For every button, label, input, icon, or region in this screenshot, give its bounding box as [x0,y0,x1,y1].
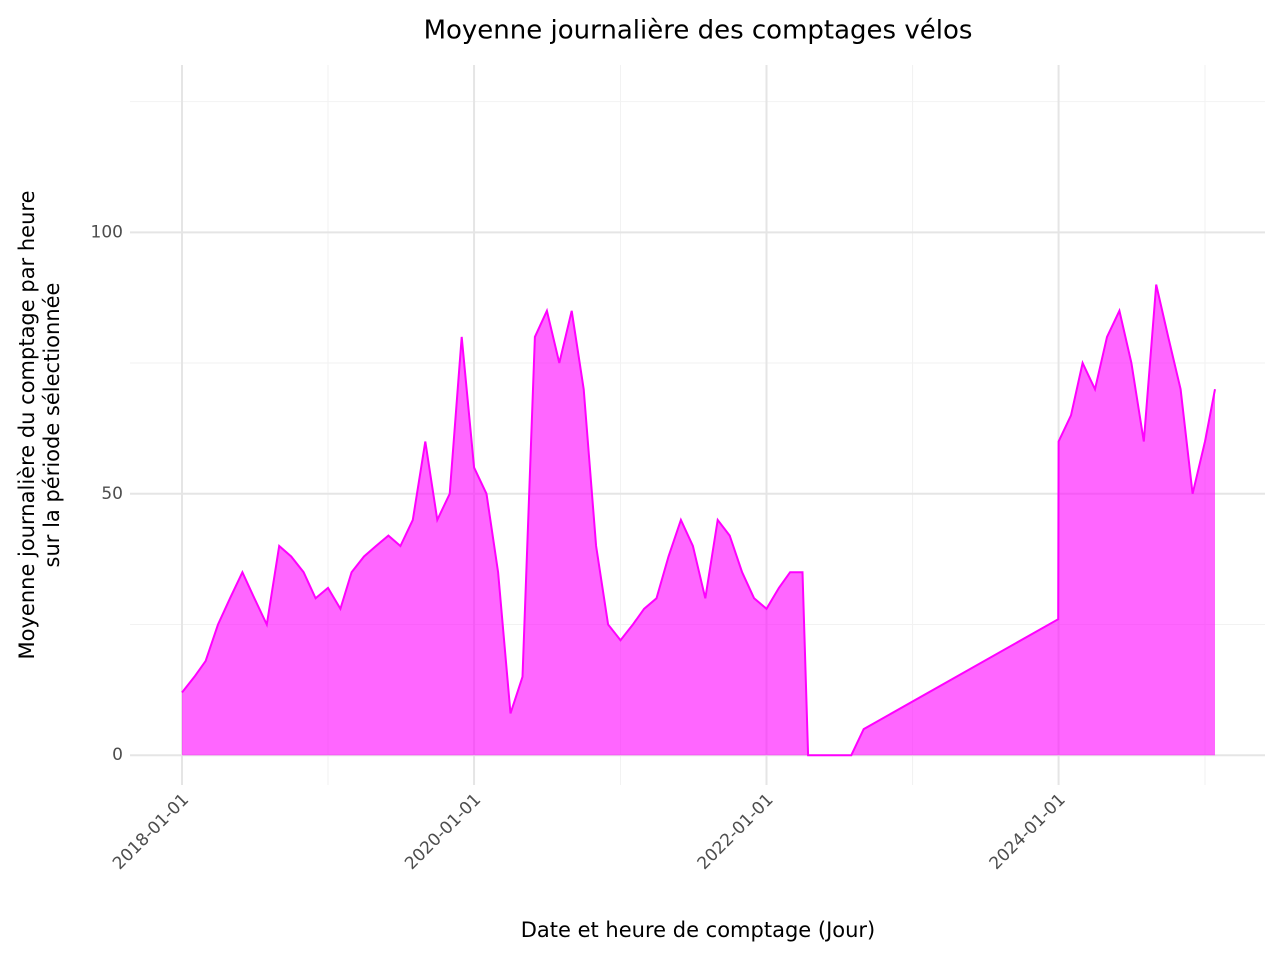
x-tick-label: 2024-01-01 [986,790,1070,874]
y-tick-label: 0 [112,745,123,765]
y-tick-label: 50 [101,484,123,504]
y-tick-label: 100 [91,222,123,242]
x-tick-label: 2022-01-01 [694,790,778,874]
x-tick-label: 2020-01-01 [401,790,485,874]
x-tick-label: 2018-01-01 [109,790,193,874]
x-axis-label: Date et heure de comptage (Jour) [521,918,876,942]
area [182,284,1215,756]
chart-title: Moyenne journalière des comptages vélos [424,16,973,46]
line [181,284,1216,757]
y-axis-label: Moyenne journalière du comptage par heur… [15,191,39,660]
y-axis-label: sur la période sélectionnée [40,283,64,568]
